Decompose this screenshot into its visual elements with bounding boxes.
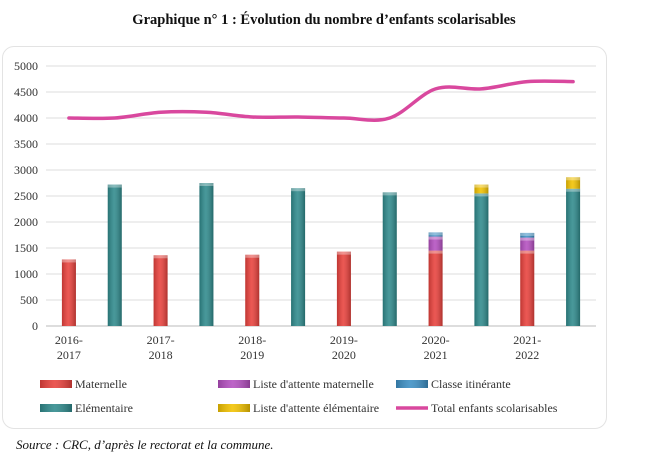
x-tick-label: 2020 — [332, 348, 356, 362]
bar-liste-attente-maternelle-shade — [428, 236, 443, 251]
legend-label-elementaire: Elémentaire — [75, 401, 133, 415]
bar-maternelle-shade — [153, 255, 168, 326]
bar-liste-attente-maternelle-top — [520, 237, 535, 241]
bars — [61, 177, 581, 326]
bar-maternelle-shade — [428, 250, 443, 326]
bar-maternelle-top — [245, 254, 260, 258]
bar-maternelle-shade — [520, 250, 535, 326]
legend-label-total: Total enfants scolarisables — [431, 401, 558, 415]
bar-maternelle-top — [153, 255, 168, 259]
bar-elementaire-shade — [199, 183, 214, 326]
x-tick-label: 2018- — [238, 333, 266, 347]
legend-label-liste_maternelle: Liste d'attente maternelle — [253, 377, 374, 391]
bar-maternelle-shade — [61, 259, 76, 326]
bar-elementaire-top — [291, 188, 306, 192]
y-tick-label: 3500 — [14, 137, 38, 151]
y-tick-label: 1500 — [14, 241, 38, 255]
legend-label-classe_itinerante: Classe itinérante — [431, 377, 511, 391]
y-tick-label: 5000 — [14, 59, 38, 73]
x-tick-label: 2020- — [422, 333, 450, 347]
x-tick-label: 2021 — [424, 348, 448, 362]
legend-swatch-shade-classe_itinerante — [396, 380, 428, 388]
y-tick-label: 0 — [32, 319, 38, 333]
x-tick-label: 2021- — [513, 333, 541, 347]
x-tick-label: 2018 — [149, 348, 173, 362]
line-total-enfants-scolarisables — [67, 79, 575, 122]
bar-liste-attente-elementaire-top — [566, 177, 581, 181]
legend-label-maternelle: Maternelle — [75, 377, 127, 391]
y-tick-label: 1000 — [14, 267, 38, 281]
bar-elementaire-top — [107, 184, 122, 188]
bar-liste-attente-elementaire-shade — [474, 184, 489, 194]
bar-elementaire-shade — [382, 192, 397, 326]
bar-elementaire-top — [474, 193, 489, 197]
bar-maternelle-shade — [336, 251, 351, 326]
y-tick-label: 500 — [20, 293, 38, 307]
bar-maternelle-top — [520, 250, 535, 254]
bar-maternelle-top — [336, 251, 351, 255]
bar-classe-itinerante-shade — [520, 232, 535, 238]
bar-classe-itinerante-top — [428, 232, 443, 236]
legend-swatch-shade-liste_elementaire — [218, 404, 250, 412]
bar-elementaire-shade — [291, 188, 306, 326]
x-tick-label: 2022 — [515, 348, 539, 362]
bar-classe-itinerante-shade — [428, 232, 443, 237]
legend-label-liste_elementaire: Liste d'attente élémentaire — [253, 401, 379, 415]
bar-elementaire-shade — [566, 188, 581, 326]
y-tick-label: 4000 — [14, 111, 38, 125]
bar-maternelle-shade — [245, 254, 260, 326]
y-tick-label: 4500 — [14, 85, 38, 99]
grid-lines — [46, 65, 596, 327]
bar-elementaire-shade — [474, 193, 489, 326]
chart-title: Graphique n° 1 : Évolution du nombre d’e… — [132, 12, 516, 28]
x-tick-label: 2017 — [57, 348, 81, 362]
legend: Maternelle Liste d'attente maternelle Clas… — [40, 377, 558, 415]
bar-classe-itinerante-top — [520, 232, 535, 236]
total-line-layer — [67, 79, 575, 122]
bar-liste-attente-maternelle-shade — [520, 237, 535, 251]
bar-elementaire-top — [199, 183, 214, 186]
bar-maternelle-top — [428, 250, 443, 254]
bar-liste-attente-maternelle-top — [428, 236, 443, 240]
x-tick-label: 2017- — [147, 333, 175, 347]
legend-swatch-shade-maternelle — [40, 380, 72, 388]
bar-elementaire-shade — [107, 184, 122, 326]
bar-maternelle-top — [61, 259, 76, 263]
x-axis-ticks: 2016-2017 2017-2018 2018-2019 2019-2020 2020… — [55, 333, 541, 362]
source-note: Source : CRC, d’après le rectorat et la … — [16, 437, 274, 452]
bar-liste-attente-elementaire-top — [474, 184, 489, 188]
y-tick-label: 2000 — [14, 215, 38, 229]
y-axis-ticks: 0 500 1000 1500 2000 2500 3000 3500 4000 4500 5000 — [14, 59, 38, 333]
bar-liste-attente-elementaire-shade — [566, 177, 581, 189]
legend-swatch-shade-elementaire — [40, 404, 72, 412]
bar-elementaire-top — [566, 188, 581, 192]
x-tick-label: 2019- — [330, 333, 358, 347]
x-tick-label: 2016- — [55, 333, 83, 347]
legend-swatch-shade-liste_maternelle — [218, 380, 250, 388]
y-tick-label: 3000 — [14, 163, 38, 177]
y-tick-label: 2500 — [14, 189, 38, 203]
x-tick-label: 2019 — [240, 348, 264, 362]
bar-elementaire-top — [382, 192, 397, 196]
